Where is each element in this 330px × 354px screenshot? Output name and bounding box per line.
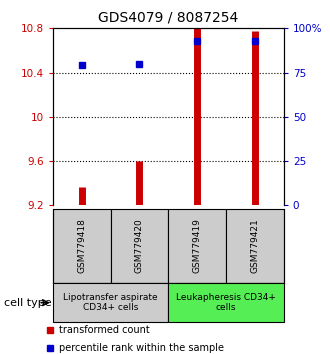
Text: GSM779420: GSM779420: [135, 219, 144, 273]
Text: Leukapheresis CD34+
cells: Leukapheresis CD34+ cells: [176, 293, 276, 312]
Text: GSM779419: GSM779419: [193, 218, 202, 274]
Text: transformed count: transformed count: [59, 325, 150, 335]
Bar: [226, 209, 284, 283]
Text: GSM779421: GSM779421: [250, 219, 259, 273]
Bar: [168, 209, 226, 283]
Text: percentile rank within the sample: percentile rank within the sample: [59, 343, 224, 353]
Bar: [53, 209, 111, 283]
Bar: [53, 283, 168, 322]
Bar: [111, 209, 168, 283]
Text: GSM779418: GSM779418: [77, 218, 86, 274]
Text: cell type: cell type: [4, 298, 52, 308]
Text: Lipotransfer aspirate
CD34+ cells: Lipotransfer aspirate CD34+ cells: [63, 293, 158, 312]
Bar: [168, 283, 284, 322]
Title: GDS4079 / 8087254: GDS4079 / 8087254: [98, 10, 238, 24]
